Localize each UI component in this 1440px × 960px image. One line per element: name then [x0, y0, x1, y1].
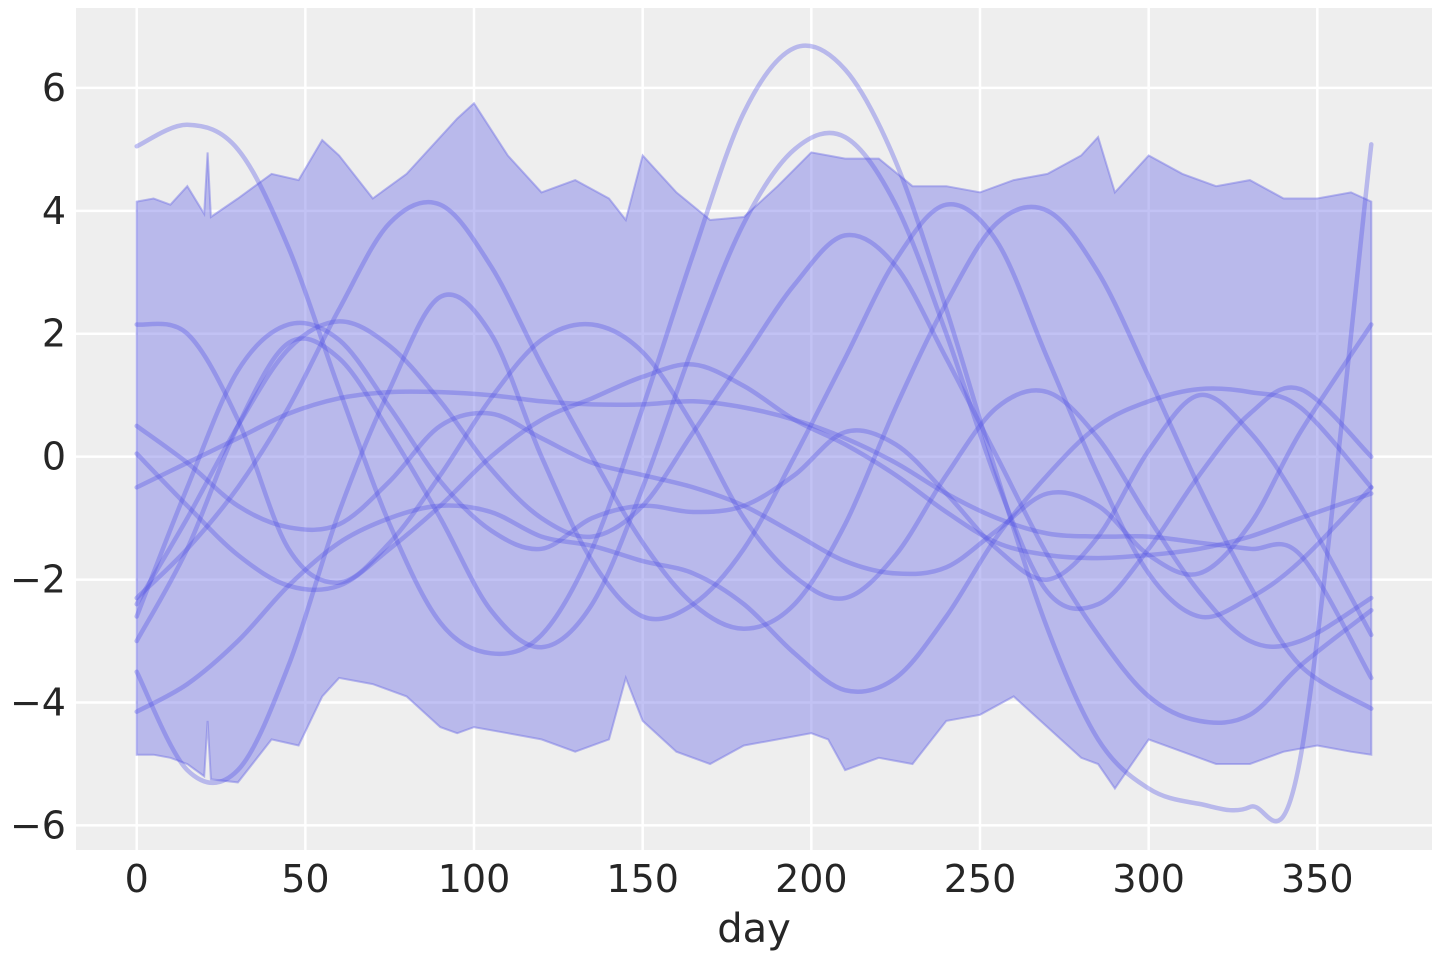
- x-tick-label: 300: [1112, 857, 1185, 901]
- series-line-4: [134, 322, 1374, 577]
- y-tick-label: −6: [10, 803, 66, 847]
- band: [135, 101, 1373, 791]
- x-tick-label: 100: [438, 857, 511, 901]
- x-tick-label: 50: [281, 857, 329, 901]
- series-line-2: [134, 202, 1374, 785]
- y-tick-label: 0: [42, 435, 66, 479]
- band-area: [135, 101, 1373, 791]
- x-tick-labels: 0 50 100 150 200 250 300 350: [125, 857, 1354, 901]
- series-line-8: [134, 389, 1374, 681]
- y-tick-label: 2: [42, 312, 66, 356]
- y-tick-labels: −6 −4 −2 0 2 4 6: [10, 66, 66, 848]
- series-line-6: [134, 199, 1374, 711]
- y-tick-label: 6: [42, 66, 66, 110]
- series-line-1: [134, 43, 1374, 824]
- x-tick-label: 350: [1281, 857, 1354, 901]
- series-line-11: [134, 232, 1374, 726]
- y-tick-label: −2: [10, 558, 66, 602]
- plot-background: [76, 8, 1432, 850]
- series-lines: [134, 43, 1374, 824]
- series-line-7: [134, 362, 1374, 593]
- y-tick-label: −4: [10, 680, 66, 724]
- x-tick-label: 150: [606, 857, 679, 901]
- x-tick-label: 250: [944, 857, 1017, 901]
- series-line-3: [134, 321, 1374, 650]
- x-tick-label: 0: [125, 857, 149, 901]
- series-line-5: [134, 386, 1374, 714]
- x-tick-label: 200: [775, 857, 848, 901]
- y-tick-label: 4: [42, 189, 66, 233]
- grid: [76, 8, 1432, 850]
- series-line-10: [134, 320, 1374, 638]
- x-axis-label: day: [717, 906, 791, 952]
- series-line-9: [134, 130, 1374, 650]
